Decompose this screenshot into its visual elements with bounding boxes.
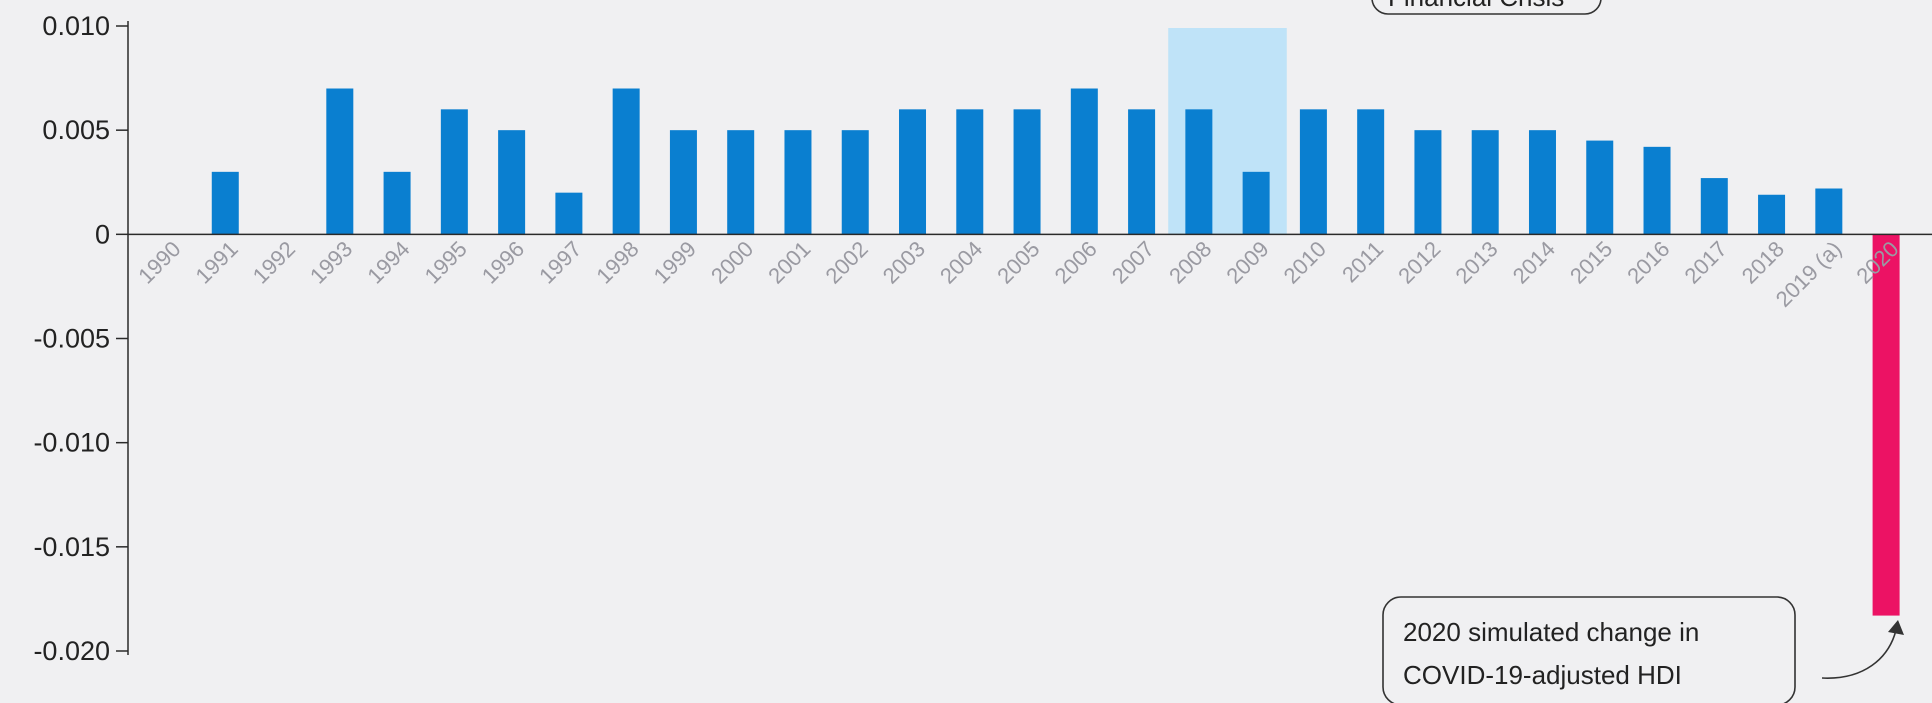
bar-1999	[669, 130, 697, 235]
bar-1993	[326, 88, 354, 235]
bar-2017	[1700, 178, 1728, 235]
x-tick-label: 1994	[362, 236, 414, 288]
bar-1991	[211, 171, 239, 235]
x-tick-label: 2002	[820, 236, 872, 288]
y-tick-label: 0.005	[42, 115, 110, 145]
bar-1995	[440, 109, 468, 235]
financial-crisis-callout-text: Financial Crisis	[1388, 0, 1564, 12]
x-tick-label: 2009	[1221, 236, 1273, 288]
x-tick-label: 2013	[1450, 236, 1502, 288]
x-tick-label: 1993	[305, 236, 357, 288]
x-tick-label: 2008	[1164, 236, 1216, 288]
y-tick-labels: 0.010 0.005 0 -0.005 -0.010 -0.015 -0.020	[33, 11, 128, 666]
bar-1997	[555, 192, 583, 235]
x-tick-label: 1996	[477, 236, 529, 288]
bar-2005	[1013, 109, 1041, 235]
y-tick-label: -0.010	[33, 428, 110, 458]
x-tick-label: 2012	[1393, 236, 1445, 288]
x-tick-label: 1997	[534, 236, 586, 288]
bar-2008	[1185, 109, 1213, 235]
x-tick-label: 2007	[1107, 236, 1159, 288]
x-tick-label: 2000	[706, 236, 758, 288]
bar-1998	[612, 88, 640, 235]
x-tick-label: 2015	[1565, 236, 1617, 288]
y-tick-label: 0.010	[42, 11, 110, 41]
bar-2013	[1471, 130, 1499, 235]
bar-2018	[1758, 194, 1786, 235]
y-tick-label: 0	[95, 219, 110, 249]
x-tick-label: 2006	[1050, 236, 1102, 288]
x-tick-label: 2011	[1337, 236, 1388, 287]
bar-2014	[1528, 130, 1556, 235]
x-tick-label: 2005	[992, 236, 1044, 288]
covid-callout-line-2: COVID-19-adjusted HDI	[1403, 660, 1682, 690]
bar-2003	[899, 109, 927, 235]
bar-2010	[1299, 109, 1327, 235]
bar-2011	[1357, 109, 1385, 235]
y-tick-label: -0.015	[33, 532, 110, 562]
bar-2000	[727, 130, 755, 235]
x-tick-label: 1995	[420, 236, 472, 288]
financial-crisis-callout: Financial Crisis	[1371, 0, 1602, 15]
covid-callout-arrow	[1821, 625, 1898, 679]
x-tick-label: 2017	[1680, 236, 1732, 288]
bar-2007	[1128, 109, 1156, 235]
x-tick-label: 2004	[935, 236, 987, 288]
covid-callout-line-1: 2020 simulated change in	[1403, 617, 1699, 647]
bar-2012	[1414, 130, 1442, 235]
x-tick-label: 2001	[763, 236, 815, 288]
x-tick-label: 1992	[248, 236, 300, 288]
x-tick-label: 1990	[133, 236, 185, 288]
x-tick-label: 2010	[1279, 236, 1331, 288]
bars	[211, 88, 1900, 616]
bar-2009	[1242, 171, 1270, 235]
y-tick-label: -0.020	[33, 636, 110, 666]
y-tick-label: -0.005	[33, 324, 110, 354]
bar-2001	[784, 130, 812, 235]
financial-crisis-callout-box	[1371, 0, 1602, 15]
bar-1996	[498, 130, 526, 235]
covid-callout: 2020 simulated change in COVID-19-adjust…	[1382, 596, 1904, 703]
bar-2002	[841, 130, 869, 235]
x-tick-label: 2014	[1508, 236, 1560, 288]
x-tick-label: 2018	[1737, 236, 1789, 288]
bar-1994	[383, 171, 411, 235]
x-tick-label: 2003	[878, 236, 930, 288]
x-tick-label: 1991	[191, 236, 243, 288]
bar-2015	[1586, 140, 1614, 235]
x-tick-label: 2016	[1622, 236, 1674, 288]
x-tick-label: 1999	[649, 236, 701, 288]
bar-2020	[1872, 234, 1900, 616]
covid-callout-arrowhead	[1888, 620, 1904, 635]
bar-2016	[1643, 146, 1671, 235]
x-tick-labels: 1990 1991 1992 1993 1994 1995 1996 1997 1998 1999…	[133, 236, 1903, 312]
bar-2019-a	[1815, 188, 1843, 235]
bar-2006	[1070, 88, 1098, 235]
covid-callout-box	[1382, 596, 1796, 703]
x-tick-label: 1998	[591, 236, 643, 288]
bar-2004	[956, 109, 984, 235]
